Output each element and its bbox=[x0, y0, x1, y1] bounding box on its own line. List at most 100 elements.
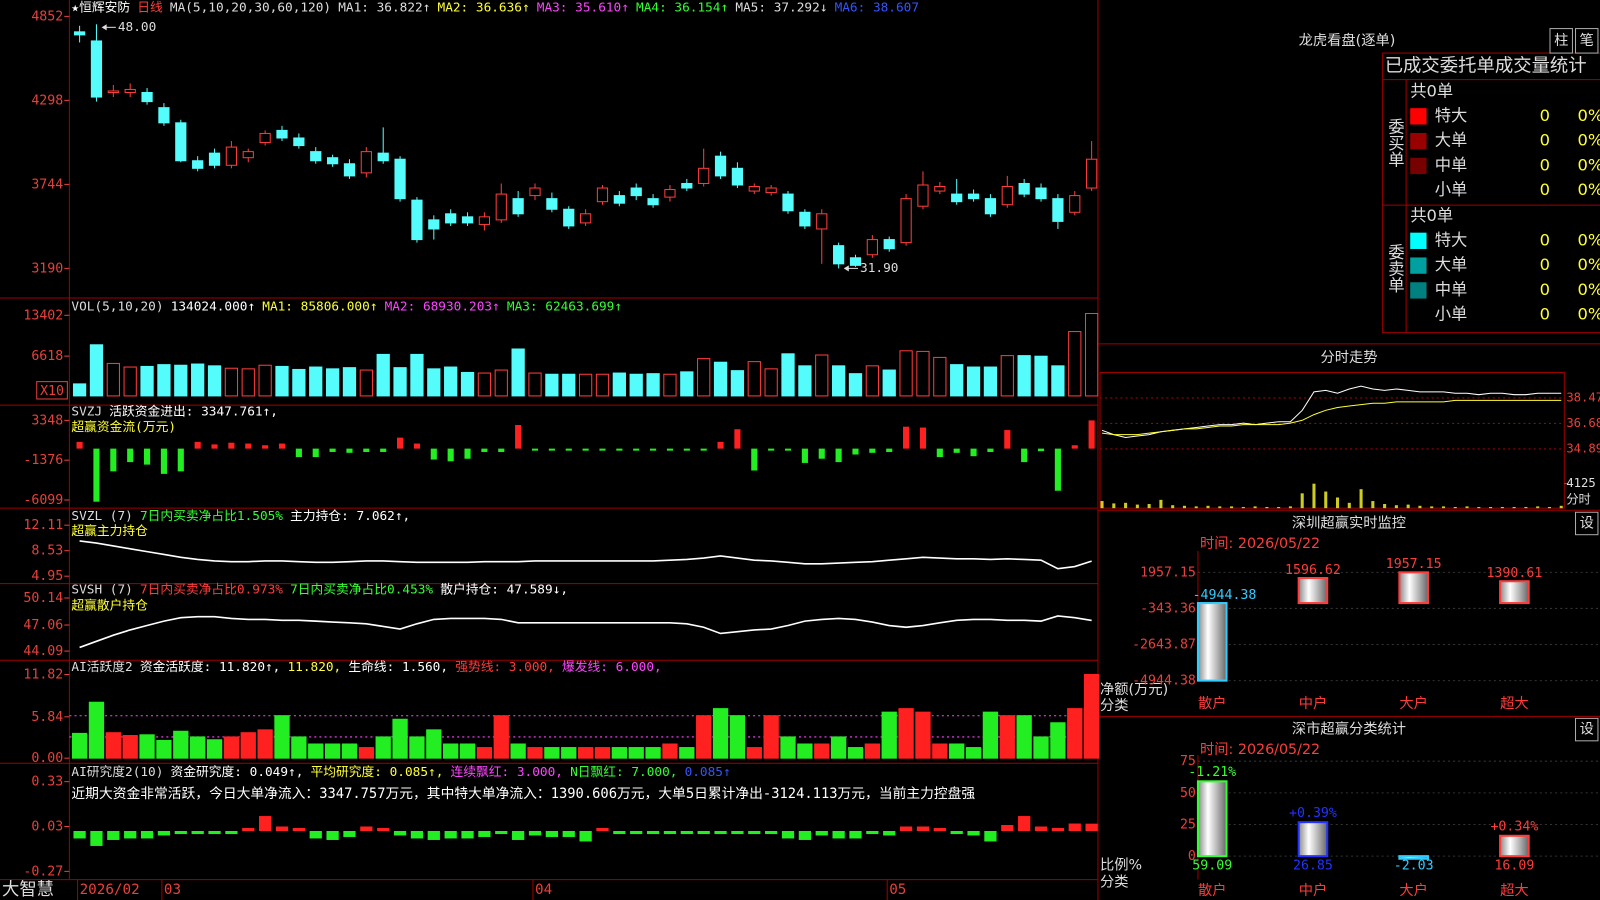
volume-bar bbox=[865, 365, 879, 397]
tab-label[interactable]: 柱 bbox=[1554, 32, 1568, 49]
order-count: 0 bbox=[1540, 280, 1550, 299]
settings-button[interactable] bbox=[1575, 717, 1599, 742]
activity-bar bbox=[932, 743, 948, 759]
intraday-volume bbox=[1135, 504, 1139, 509]
volume-bar bbox=[427, 368, 441, 397]
volume-bar bbox=[309, 366, 323, 397]
y-tick-label: 3190 bbox=[31, 261, 63, 276]
y-tick-label: 75 bbox=[1180, 754, 1196, 769]
activity-bar bbox=[847, 747, 864, 759]
research-bar bbox=[1068, 823, 1081, 831]
research-bar bbox=[562, 830, 575, 837]
candle-body bbox=[124, 88, 136, 94]
volume-bar bbox=[747, 361, 761, 397]
header-item: 7日内买卖净占比0.973% bbox=[140, 581, 283, 597]
order-type: 中单 bbox=[1435, 155, 1468, 174]
flow-bar bbox=[1004, 430, 1011, 449]
candle-body bbox=[225, 146, 238, 166]
candle-body bbox=[900, 198, 912, 244]
settings-button[interactable] bbox=[1575, 511, 1599, 536]
candle-body bbox=[158, 107, 170, 124]
tab-label[interactable]: 笔 bbox=[1580, 32, 1594, 49]
header-item: N日飘红: 7.000, bbox=[570, 764, 677, 780]
header-item: SVZJ bbox=[71, 405, 102, 420]
flow-bar bbox=[481, 448, 488, 452]
ai-comment: 近期大资金非常活跃，今日大单净流入：3347.757万元，其中特大单净流入：13… bbox=[71, 785, 975, 802]
settings-label[interactable]: 设 bbox=[1580, 721, 1594, 738]
y-axis-title: 净额(万元) bbox=[1100, 681, 1168, 698]
intraday-volume bbox=[1100, 501, 1104, 509]
value-label: 16.09 bbox=[1494, 858, 1534, 873]
header-item: 7日内买卖净占比0.453% bbox=[290, 581, 433, 597]
volume-bar bbox=[1085, 312, 1099, 397]
order-count: 0 bbox=[1540, 230, 1550, 249]
order-type: 大单 bbox=[1435, 131, 1468, 150]
intraday-volume bbox=[1441, 506, 1446, 509]
candle-body bbox=[445, 213, 457, 224]
flow-bar bbox=[852, 448, 859, 455]
flow-bar bbox=[245, 443, 252, 449]
volume-bar bbox=[815, 354, 829, 397]
volume-bar bbox=[798, 365, 812, 397]
value-label: 1957.15 bbox=[1386, 557, 1442, 572]
y-tick-label: -4944.38 bbox=[1132, 674, 1196, 689]
order-swatch bbox=[1410, 257, 1427, 274]
flow-bar bbox=[666, 448, 674, 451]
research-bar bbox=[225, 830, 238, 835]
category-label: 散户 bbox=[1198, 882, 1227, 899]
intraday-volume bbox=[1112, 503, 1116, 509]
flow-bar bbox=[1037, 448, 1045, 452]
candle-body bbox=[461, 216, 474, 224]
intraday-volume bbox=[1230, 506, 1234, 509]
header-item: MA3: 62463.699↑ bbox=[507, 300, 622, 315]
flow-bar bbox=[599, 448, 606, 451]
header-item: 0.085↑ bbox=[685, 765, 731, 780]
order-percent: 0% bbox=[1578, 305, 1600, 324]
flow-bar bbox=[127, 448, 134, 463]
tab-button[interactable] bbox=[1549, 28, 1573, 54]
candle-body bbox=[141, 91, 153, 103]
activity-bar bbox=[308, 743, 324, 759]
lhb-title: 龙虎看盘(逐单) bbox=[1299, 31, 1396, 49]
intraday-volume bbox=[1512, 506, 1516, 509]
activity-bar bbox=[679, 747, 695, 759]
research-bar bbox=[512, 830, 525, 840]
activity-bar bbox=[173, 730, 189, 759]
candle-body bbox=[934, 185, 946, 192]
intraday-volume bbox=[1418, 505, 1422, 509]
activity-bar bbox=[780, 736, 796, 759]
candle-body bbox=[546, 198, 558, 210]
annotation-label: 48.00 bbox=[118, 20, 156, 35]
brand: 大智慧 bbox=[2, 880, 54, 900]
research-bar bbox=[815, 830, 828, 836]
intraday-volume bbox=[1265, 506, 1269, 509]
header-item: 资金研究度: 0.049↑, bbox=[171, 764, 304, 780]
volume-bar bbox=[899, 350, 913, 397]
volume-bar bbox=[157, 364, 171, 397]
header-item: MA4: 36.154↑ bbox=[636, 1, 728, 16]
settings-label[interactable]: 设 bbox=[1580, 514, 1594, 531]
volume-bar bbox=[663, 373, 677, 397]
order-count: 0 bbox=[1540, 155, 1550, 174]
volume-bar bbox=[629, 373, 643, 397]
activity-bar bbox=[830, 736, 847, 759]
intraday-volume bbox=[1182, 505, 1186, 509]
volume-bar bbox=[494, 369, 508, 397]
flow-bar bbox=[447, 448, 454, 462]
y-tick-label: 38.47 bbox=[1566, 390, 1600, 404]
volume-bar bbox=[123, 366, 137, 397]
volume-bar bbox=[376, 353, 390, 397]
tab-button[interactable] bbox=[1575, 28, 1599, 54]
volume-bar bbox=[528, 372, 542, 397]
research-bar bbox=[1085, 823, 1098, 831]
flow-bar bbox=[295, 448, 302, 458]
flow-bar bbox=[700, 448, 707, 451]
flow-bar bbox=[312, 448, 319, 458]
research-bar bbox=[461, 830, 474, 839]
intraday-frame bbox=[1099, 371, 1565, 509]
candle-body bbox=[630, 187, 642, 197]
research-bar bbox=[309, 830, 322, 839]
research-bar bbox=[984, 830, 997, 842]
y-tick-label: 36.68 bbox=[1566, 416, 1600, 430]
volume-bar bbox=[612, 372, 626, 397]
